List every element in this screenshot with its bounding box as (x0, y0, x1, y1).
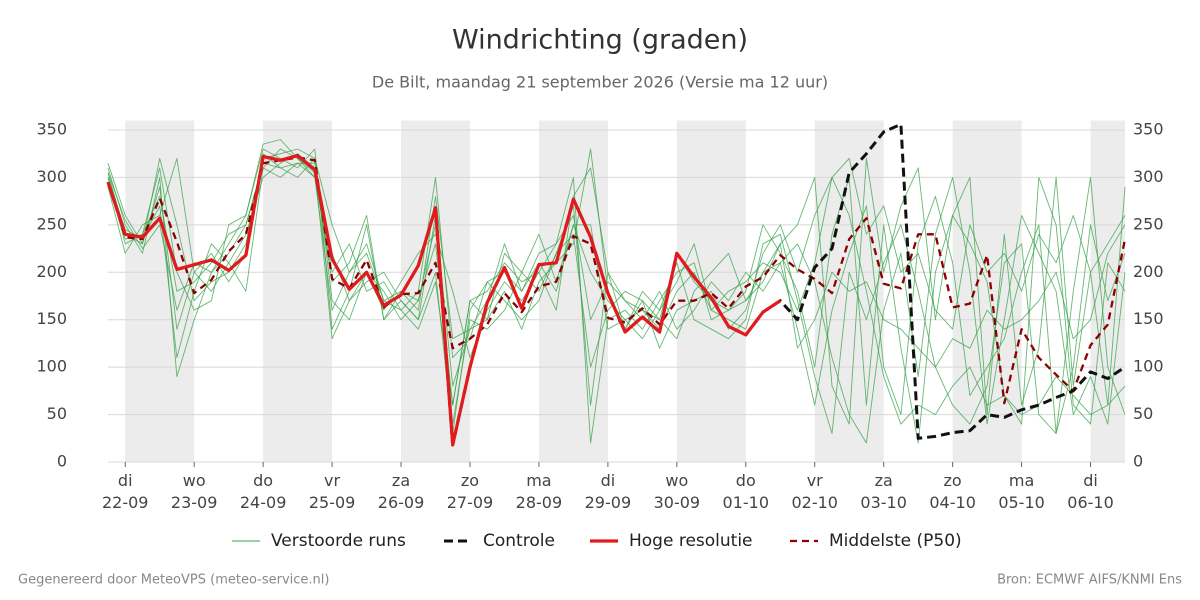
y2-tick-label: 150 (1133, 309, 1164, 328)
legend-label: Controle (483, 531, 555, 551)
y2-tick-label: 300 (1133, 167, 1164, 186)
x-tick-label: ma 05-10 (998, 471, 1045, 512)
x-tick-label: do 24-09 (239, 471, 287, 512)
x-tick-label: do 01-10 (722, 471, 770, 512)
y-tick-label: 350 (36, 119, 67, 138)
x-tick-label: di 22-09 (101, 471, 149, 512)
legend-label: Middelste (P50) (829, 531, 962, 551)
y-tick-label: 0 (57, 452, 67, 471)
x-tick-label: di 29-09 (584, 471, 632, 512)
x-tick-label: zo 27-09 (446, 471, 494, 512)
legend-label: Verstoorde runs (271, 531, 406, 551)
day-shade (538, 120, 608, 462)
ensemble-member (107, 139, 1126, 425)
y-tick-label: 150 (36, 309, 67, 328)
day-shade (263, 120, 333, 462)
y2-tick-label: 350 (1133, 119, 1164, 138)
x-tick-label: wo 23-09 (170, 471, 218, 512)
series-line (106, 154, 782, 447)
footer-left: Gegenereerd door MeteoVPS (meteo-service… (18, 573, 329, 588)
x-tick-label: za 26-09 (377, 471, 425, 512)
day-shade (1090, 120, 1125, 462)
ensemble-member (107, 162, 1126, 387)
x-tick-label: wo 30-09 (653, 471, 701, 512)
y2-tick-label: 250 (1133, 214, 1164, 233)
x-tick-label: di 06-10 (1067, 471, 1114, 512)
footer-right: Bron: ECMWF AIFS/KNMI Ens (997, 573, 1182, 588)
y-tick-label: 100 (36, 357, 67, 376)
x-tick-label: zo 04-10 (929, 471, 976, 512)
y-tick-label: 300 (36, 167, 67, 186)
y-tick-label: 250 (36, 214, 67, 233)
x-tick-label: za 03-10 (860, 471, 907, 512)
x-tick-label: ma 28-09 (515, 471, 563, 512)
y-tick-label: 200 (36, 262, 67, 281)
y-tick-label: 50 (47, 404, 67, 423)
y2-tick-label: 0 (1133, 452, 1143, 471)
chart-subtitle: De Bilt, maandag 21 september 2026 (Vers… (372, 73, 828, 92)
y2-tick-label: 200 (1133, 262, 1164, 281)
y2-tick-label: 100 (1133, 357, 1164, 376)
series-line (106, 122, 1126, 447)
legend-label: Hoge resolutie (629, 531, 753, 551)
x-tick-label: vr 25-09 (308, 471, 356, 512)
ensemble-member (107, 148, 1126, 444)
y2-tick-label: 50 (1133, 404, 1153, 423)
x-tick-label: vr 02-10 (791, 471, 838, 512)
chart-title: Windrichting (graden) (452, 25, 748, 56)
ensemble-member (107, 153, 1126, 434)
